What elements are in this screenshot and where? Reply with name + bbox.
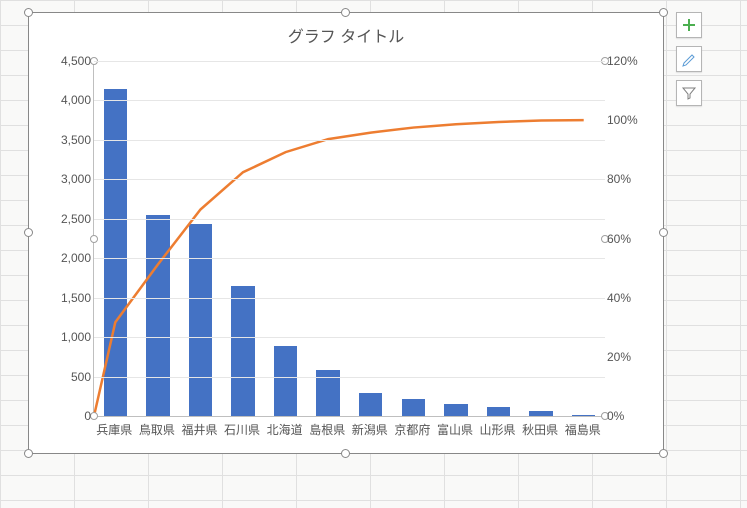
- x-axis-label: 石川県: [224, 421, 260, 438]
- funnel-icon: [681, 85, 697, 101]
- gridline: [94, 179, 605, 180]
- chart-title[interactable]: グラフ タイトル: [29, 13, 663, 51]
- gridline: [94, 61, 605, 62]
- gridline: [94, 100, 605, 101]
- plot-shell: 0 500 1,000 1,500 2,000 2,500 3,000 3,500 4,000 4…: [37, 53, 655, 443]
- resize-handle-top-right[interactable]: [659, 8, 668, 17]
- plus-icon: [681, 17, 697, 33]
- y2-axis-label: 20%: [607, 350, 631, 364]
- chart-filters-button[interactable]: [676, 80, 702, 106]
- gridline: [94, 219, 605, 220]
- chart-elements-button[interactable]: [676, 12, 702, 38]
- x-axis-label: 鳥取県: [139, 421, 175, 438]
- y-axis-label: 3,000: [61, 172, 91, 186]
- y-axis-label: 4,500: [61, 54, 91, 68]
- y-axis-label: 2,000: [61, 251, 91, 265]
- y-axis-label: 0: [84, 409, 91, 423]
- plot-area[interactable]: [93, 61, 605, 417]
- plot-resize-handle[interactable]: [90, 235, 98, 243]
- resize-handle-right[interactable]: [659, 228, 668, 237]
- resize-handle-left[interactable]: [24, 228, 33, 237]
- y2-axis-label: 120%: [607, 54, 638, 68]
- resize-handle-top-left[interactable]: [24, 8, 33, 17]
- chart-object[interactable]: グラフ タイトル 0 500 1,000 1,500 2,000 2,500 3,000 3,…: [28, 12, 664, 454]
- gridline: [94, 140, 605, 141]
- y2-axis-label: 60%: [607, 232, 631, 246]
- gridline: [94, 337, 605, 338]
- y-axis-label: 2,500: [61, 212, 91, 226]
- y-axis-label: 1,500: [61, 291, 91, 305]
- cumulative-line-series[interactable]: [94, 61, 605, 416]
- x-axis-label: 兵庫県: [96, 421, 132, 438]
- resize-handle-bottom-right[interactable]: [659, 449, 668, 458]
- x-axis-label: 北海道: [267, 421, 303, 438]
- brush-icon: [681, 51, 697, 67]
- gridline: [94, 258, 605, 259]
- y2-axis-label: 0%: [607, 409, 624, 423]
- resize-handle-top[interactable]: [341, 8, 350, 17]
- y2-axis-label: 40%: [607, 291, 631, 305]
- chart-styles-button[interactable]: [676, 46, 702, 72]
- x-axis-label: 京都府: [394, 421, 430, 438]
- x-axis-label: 秋田県: [522, 421, 558, 438]
- y2-axis-label: 80%: [607, 172, 631, 186]
- x-axis-label: 福島県: [565, 421, 601, 438]
- x-axis-label: 富山県: [437, 421, 473, 438]
- x-axis-label: 山形県: [480, 421, 516, 438]
- y2-axis-label: 100%: [607, 113, 638, 127]
- gridline: [94, 298, 605, 299]
- gridline: [94, 377, 605, 378]
- x-axis-label: 新潟県: [352, 421, 388, 438]
- y-axis-label: 4,000: [61, 93, 91, 107]
- y-axis-label: 1,000: [61, 330, 91, 344]
- y-axis-label: 3,500: [61, 133, 91, 147]
- resize-handle-bottom-left[interactable]: [24, 449, 33, 458]
- y-axis-label: 500: [71, 370, 91, 384]
- x-axis-label: 島根県: [309, 421, 345, 438]
- resize-handle-bottom[interactable]: [341, 449, 350, 458]
- x-axis-label: 福井県: [181, 421, 217, 438]
- chart-side-tools: [676, 12, 702, 114]
